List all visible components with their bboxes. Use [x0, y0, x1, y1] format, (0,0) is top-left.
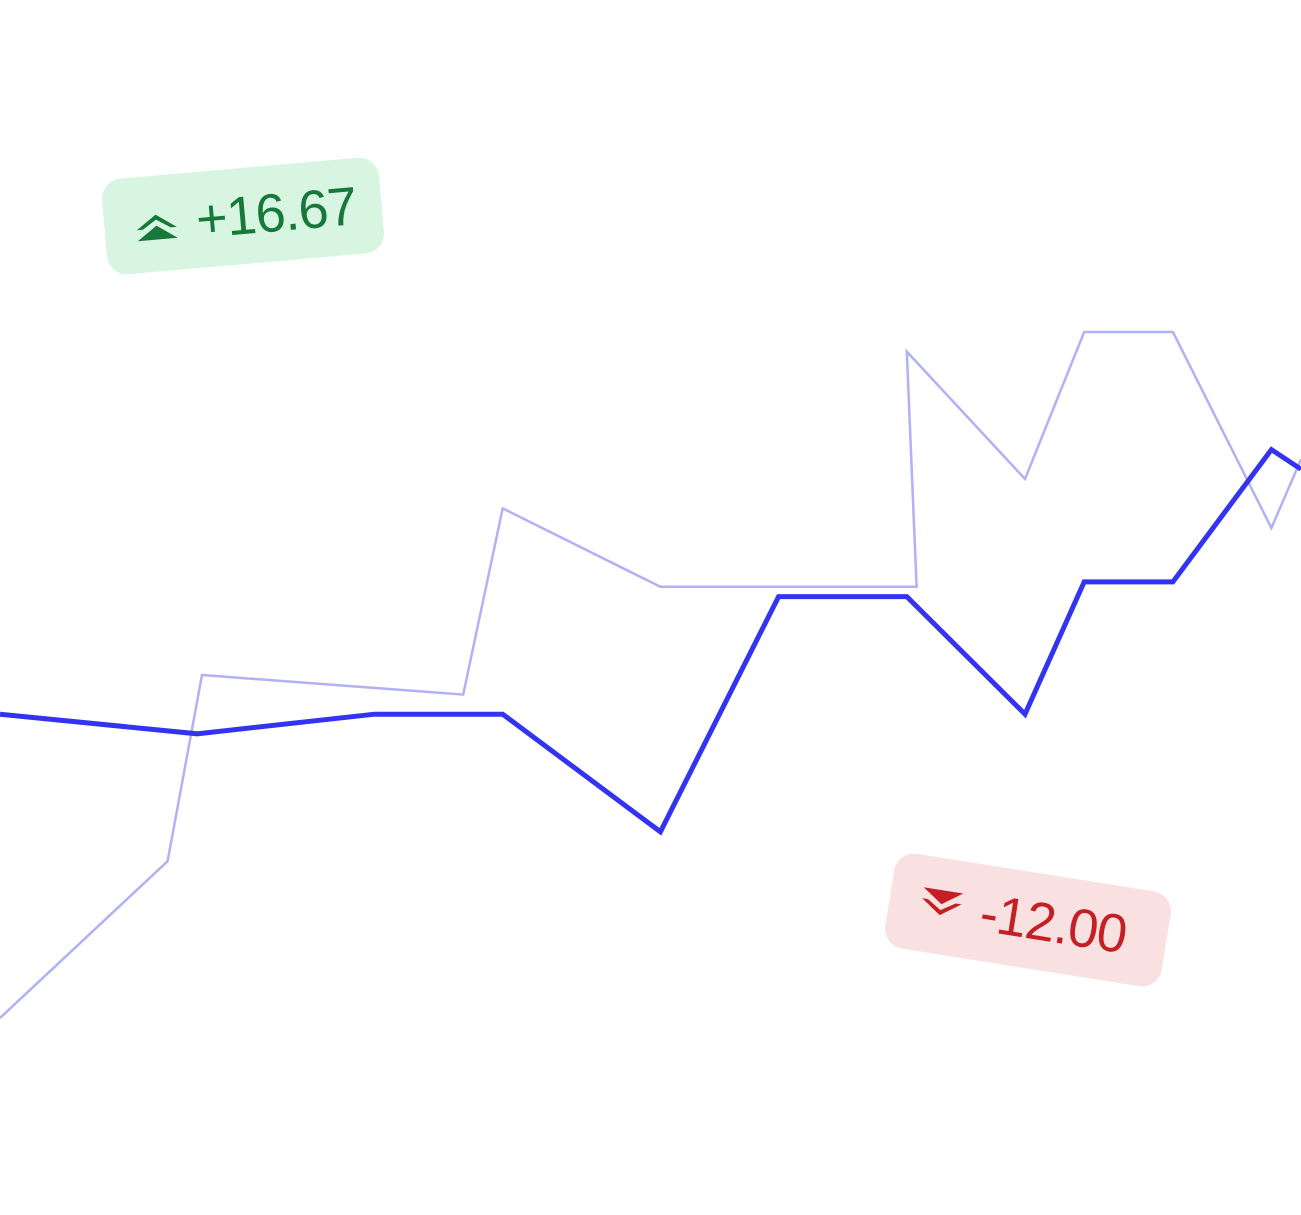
chevron-double-down-icon [917, 886, 966, 926]
change-badge-up: +16.67 [100, 156, 386, 276]
change-value-down: -12.00 [975, 882, 1131, 966]
change-badge-down: -12.00 [882, 850, 1174, 990]
chevron-double-up-icon [133, 205, 180, 243]
change-value-up: +16.67 [193, 176, 359, 250]
primary-series-line [0, 446, 1301, 836]
comparison-series-line [0, 330, 1301, 1019]
